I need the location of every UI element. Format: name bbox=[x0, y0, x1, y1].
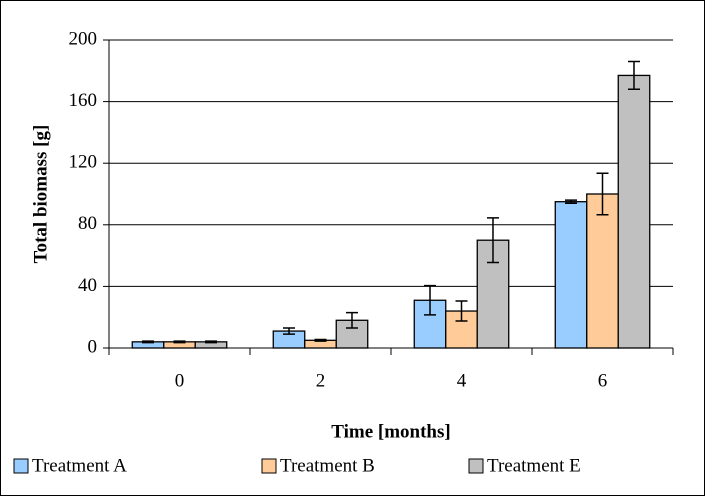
error-bar bbox=[204, 340, 217, 344]
legend-label: Treatment E bbox=[487, 455, 581, 476]
y-tick-label: 80 bbox=[78, 213, 97, 234]
y-tick-label: 40 bbox=[78, 275, 97, 296]
legend-swatch bbox=[261, 458, 277, 474]
error-bar bbox=[142, 340, 155, 344]
bar bbox=[586, 193, 619, 349]
legend-swatch bbox=[468, 458, 484, 474]
error-bar bbox=[283, 327, 296, 335]
legend-label: Treatment A bbox=[32, 455, 127, 476]
legend-swatch bbox=[13, 458, 29, 474]
error-bar bbox=[455, 300, 468, 322]
y-tick-label: 120 bbox=[69, 152, 98, 173]
x-tick-label: 6 bbox=[598, 370, 608, 391]
x-tick-label: 0 bbox=[175, 370, 185, 391]
bar bbox=[554, 201, 588, 349]
y-tick-label: 200 bbox=[69, 28, 98, 49]
error-bar bbox=[486, 217, 499, 264]
bar bbox=[617, 74, 651, 349]
error-bar bbox=[345, 311, 358, 329]
error-bar bbox=[173, 340, 186, 344]
legend-label: Treatment B bbox=[280, 455, 375, 476]
y-tick-label: 0 bbox=[88, 336, 98, 357]
error-bar bbox=[596, 172, 609, 216]
x-axis-title: Time [months] bbox=[331, 421, 450, 442]
y-axis-title: Total biomass [g] bbox=[30, 125, 51, 264]
error-bar bbox=[565, 199, 578, 204]
x-tick-label: 2 bbox=[316, 370, 326, 391]
y-tick-label: 160 bbox=[69, 90, 98, 111]
error-bar bbox=[314, 338, 327, 342]
x-tick-label: 4 bbox=[457, 370, 467, 391]
error-bar bbox=[424, 284, 437, 316]
error-bar bbox=[627, 60, 640, 91]
